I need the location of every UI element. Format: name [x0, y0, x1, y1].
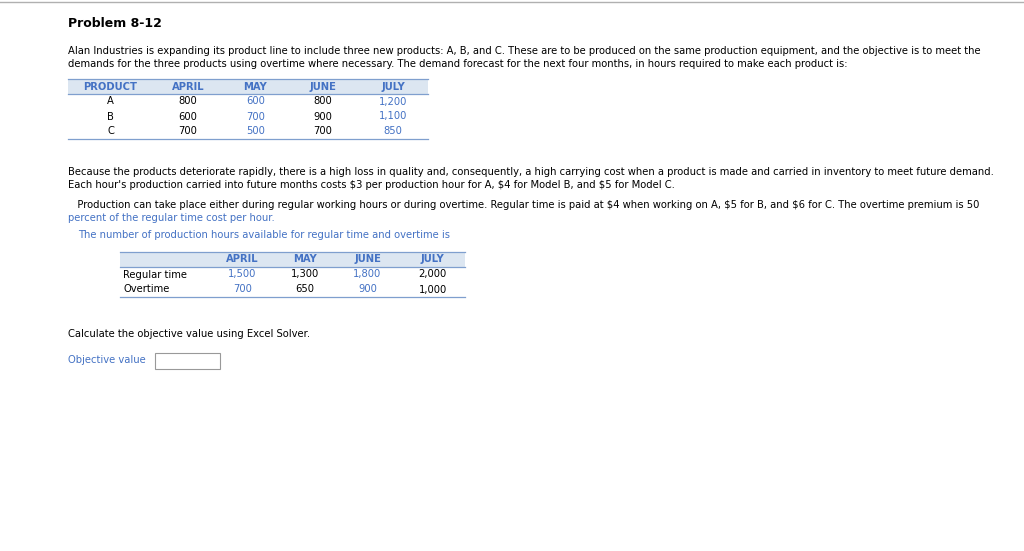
Text: A: A	[108, 96, 114, 106]
Text: JULY: JULY	[421, 255, 444, 264]
Text: 1,200: 1,200	[379, 96, 408, 106]
Bar	[120, 267, 465, 282]
Bar	[68, 109, 428, 124]
Text: Alan Industries is expanding its product line to include three new products: A, : Alan Industries is expanding its product…	[68, 46, 981, 56]
Text: 1,500: 1,500	[228, 269, 257, 279]
Text: Problem 8-12: Problem 8-12	[68, 17, 162, 30]
Text: C: C	[108, 127, 114, 137]
Text: APRIL: APRIL	[172, 82, 205, 91]
Bar	[120, 282, 465, 297]
Text: Production can take place either during regular working hours or during overtime: Production can take place either during …	[68, 200, 979, 210]
Text: Each hour's production carried into future months costs $3 per production hour f: Each hour's production carried into futu…	[68, 180, 675, 190]
Text: 700: 700	[233, 284, 252, 294]
Bar	[68, 124, 428, 139]
Bar	[68, 94, 428, 109]
Text: MAY: MAY	[293, 255, 316, 264]
Text: 900: 900	[313, 111, 333, 122]
Text: Because the products deteriorate rapidly, there is a high loss in quality and, c: Because the products deteriorate rapidly…	[68, 167, 994, 177]
Bar	[68, 79, 428, 94]
Text: 850: 850	[384, 127, 402, 137]
Text: 700: 700	[246, 111, 265, 122]
Text: 900: 900	[358, 284, 377, 294]
Text: 600: 600	[178, 111, 198, 122]
Text: 800: 800	[313, 96, 333, 106]
Text: JULY: JULY	[381, 82, 404, 91]
Text: Objective value: Objective value	[68, 355, 145, 365]
Text: 700: 700	[313, 127, 333, 137]
Text: 600: 600	[246, 96, 265, 106]
Text: Calculate the objective value using Excel Solver.: Calculate the objective value using Exce…	[68, 329, 310, 339]
Text: JUNE: JUNE	[354, 255, 381, 264]
Text: 1,300: 1,300	[291, 269, 319, 279]
Text: PRODUCT: PRODUCT	[84, 82, 137, 91]
Text: 500: 500	[246, 127, 265, 137]
Text: 1,000: 1,000	[419, 284, 446, 294]
Text: JUNE: JUNE	[309, 82, 337, 91]
Text: MAY: MAY	[244, 82, 267, 91]
Text: percent of the regular time cost per hour.: percent of the regular time cost per hou…	[68, 213, 274, 223]
Text: Overtime: Overtime	[123, 284, 169, 294]
Text: 800: 800	[178, 96, 198, 106]
Text: The number of production hours available for regular time and overtime is: The number of production hours available…	[78, 230, 450, 240]
Text: demands for the three products using overtime where necessary. The demand foreca: demands for the three products using ove…	[68, 59, 848, 69]
Bar	[120, 252, 465, 267]
Text: APRIL: APRIL	[226, 255, 259, 264]
Text: 650: 650	[296, 284, 314, 294]
Text: B: B	[108, 111, 114, 122]
Text: 1,100: 1,100	[379, 111, 408, 122]
Text: 700: 700	[178, 127, 198, 137]
Text: 2,000: 2,000	[419, 269, 446, 279]
Bar	[155, 353, 220, 369]
Text: Regular time: Regular time	[123, 269, 187, 279]
Text: 1,800: 1,800	[353, 269, 382, 279]
